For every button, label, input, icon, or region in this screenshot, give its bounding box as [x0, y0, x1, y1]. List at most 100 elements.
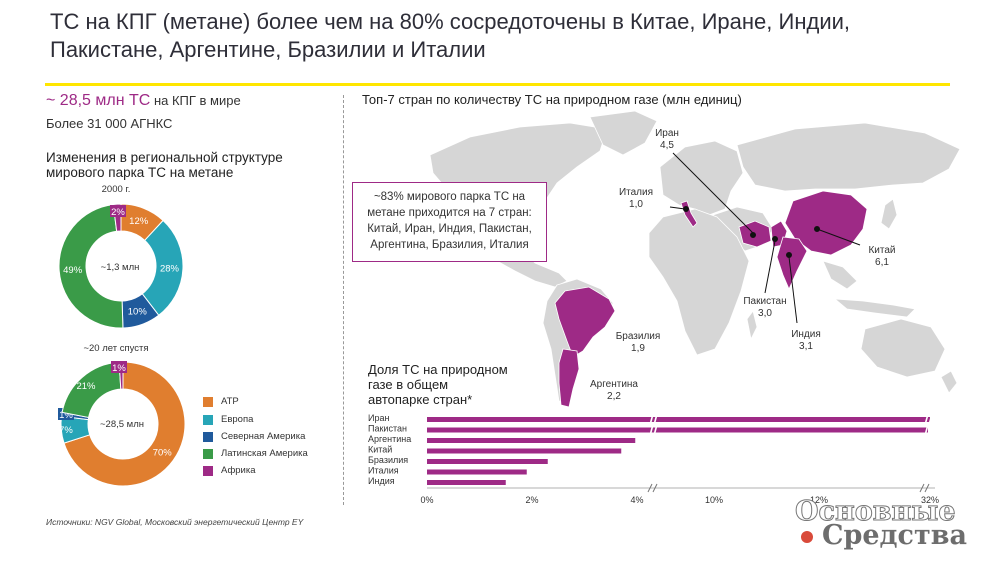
label-brazil-name: Бразилия [615, 331, 661, 342]
legend-apac-label: АТР [221, 396, 239, 407]
page-title: ТС на КПГ (метане) более чем на 80% соср… [50, 8, 970, 64]
donut-2000-title: 2000 г. [102, 184, 131, 195]
label-india: Индия 3,1 [784, 329, 828, 353]
axis-break-mark [649, 413, 658, 426]
leader-italy [669, 206, 686, 210]
legend-north-america-swatch [203, 432, 213, 442]
share-bar [427, 469, 527, 475]
label-pakistan: Пакистан 3,0 [740, 296, 790, 320]
kpi-stations: Более 31 000 АГНКС [46, 116, 173, 131]
country-argentina [558, 348, 580, 408]
label-china-name: Китай [868, 245, 896, 256]
donut-2000-label-latam: 49% [63, 265, 83, 276]
dot-iran [750, 232, 756, 238]
watermark-dot [801, 531, 813, 543]
share-tick-label: 2% [525, 495, 538, 505]
label-china: Китай 6,1 [862, 245, 902, 269]
legend-africa-swatch [203, 466, 213, 476]
title-underline [45, 83, 950, 86]
label-pakistan-value: 3,0 [758, 308, 772, 319]
dot-pakistan [772, 236, 778, 242]
donut-later-slice-apac [63, 361, 186, 487]
donut-later-label-africa: 1% [112, 363, 126, 374]
donut-later-label-box-africa [111, 361, 127, 373]
map-title: Топ-7 стран по количеству ТС на природно… [362, 92, 742, 107]
axis-break-mark [924, 424, 933, 436]
label-argentina-name: Аргентина [590, 379, 638, 390]
share-bar-label: Иран [368, 413, 389, 423]
donut-charts: 2000 г. 12% 28% 10% 49% 2% ~1,3 млн ~20 лет … [58, 184, 186, 487]
country-brazil [554, 286, 616, 358]
dot-italy [683, 206, 689, 212]
regional-title: Изменения в региональной структуре миров… [46, 150, 316, 180]
label-china-value: 6,1 [875, 257, 889, 268]
donut-2000-label-africa: 2% [111, 207, 125, 218]
callout-line2: метане приходится на 7 стран: [367, 207, 532, 219]
label-brazil-value: 1,9 [631, 343, 645, 354]
donut-2000-label-north-america: 10% [128, 307, 148, 318]
donut-2000: 12% 28% 10% 49% 2% [58, 203, 184, 329]
share-tick-label: 4% [630, 495, 643, 505]
leader-iran [672, 152, 754, 234]
share-bars: ИранПакистанАргентинаКитайБразилияИталия… [368, 413, 933, 486]
legend-latam-label: Латинская Америка [221, 448, 308, 459]
label-iran-value: 4,5 [660, 140, 674, 151]
donut-2000-center-label: ~1,3 млн [101, 262, 140, 273]
leader-india [788, 256, 798, 324]
donut-later-title: ~20 лет спустя [83, 343, 148, 354]
x-axis-break [647, 483, 658, 493]
label-argentina-value: 2,2 [607, 391, 621, 402]
label-iran: Иран 4,5 [652, 128, 682, 152]
donut-2000-label-box-africa [110, 205, 126, 217]
label-argentina: Аргентина 2,2 [584, 379, 644, 403]
share-bar-label: Китай [368, 445, 392, 455]
share-bar [427, 427, 928, 433]
leader-china [816, 228, 861, 246]
world-map [429, 110, 961, 408]
donut-2000-slice-latam [58, 203, 124, 329]
dot-china [814, 226, 820, 232]
regional-title-line2: мирового парка ТС на метане [46, 165, 234, 180]
axis-break-mark [649, 424, 658, 436]
kpi-fleet-suffix: на КПГ в мире [153, 93, 241, 108]
kpi-fleet: ~ 28,5 млн ТС на КПГ в мире [46, 92, 241, 110]
x-axis-break [919, 483, 930, 493]
callout-line4: Аргентина, Бразилия, Италия [370, 239, 529, 251]
legend-north-america-label: Северная Америка [221, 431, 306, 442]
share-bar-label: Италия [368, 466, 399, 476]
share-bar-label: Пакистан [368, 424, 407, 434]
map-callout-box: ~83% мирового парка ТС на метане приходи… [352, 182, 547, 262]
label-india-value: 3,1 [799, 341, 813, 352]
donut-later: 70% 7% 1% 21% 1% [58, 361, 186, 487]
world-landmass [429, 110, 961, 404]
label-italy: Италия 1,0 [614, 187, 658, 211]
page-title-line1: ТС на КПГ (метане) более чем на 80% соср… [50, 9, 851, 34]
share-axis-ticks: 0% 2% 4% 10% 12% 32% [420, 483, 939, 505]
source-note: Источники: NGV Global, Московский энерге… [46, 517, 304, 527]
share-bar [427, 438, 636, 443]
share-bar-label: Аргентина [368, 434, 411, 444]
legend-latam-swatch [203, 449, 213, 459]
share-bar [427, 448, 622, 454]
share-bar [427, 480, 506, 485]
kpi-fleet-value: ~ 28,5 млн ТС [46, 92, 151, 109]
map-leader-lines [669, 152, 861, 324]
leader-pakistan [764, 240, 776, 294]
share-tick-label: 10% [705, 495, 723, 505]
country-china [784, 190, 868, 256]
label-pakistan-name: Пакистан [743, 296, 787, 307]
share-bar-chart: ИранПакистанАргентинаКитайБразилияИталия… [368, 413, 939, 505]
donut-2000-label-europe: 28% [160, 263, 180, 274]
share-tick-label: 0% [420, 495, 433, 505]
share-bar-label: Бразилия [368, 455, 408, 465]
donut-later-label-europe: 7% [59, 425, 73, 436]
section-divider [343, 95, 344, 505]
share-title-line3: автопарке стран* [368, 392, 473, 407]
regional-title-line1: Изменения в региональной структуре [46, 150, 283, 165]
label-iran-name: Иран [655, 128, 679, 139]
share-bar [427, 459, 548, 464]
label-india-name: Индия [791, 329, 821, 340]
country-india [776, 236, 808, 290]
legend-africa-label: Африка [221, 465, 256, 476]
share-tick-label: 32% [921, 495, 939, 505]
